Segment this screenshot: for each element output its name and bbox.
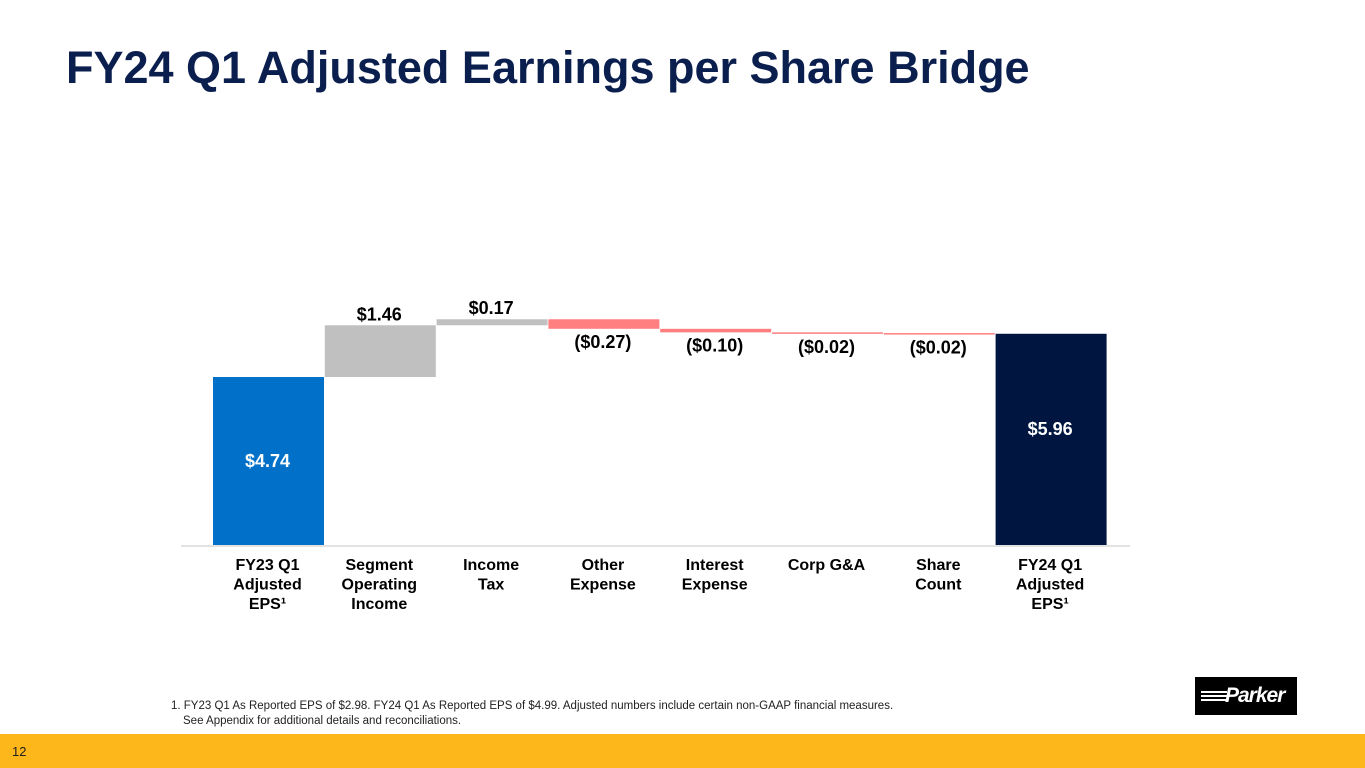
slide-title: FY24 Q1 Adjusted Earnings per Share Brid… [66, 42, 1030, 93]
category-label-8-line-1: FY24 Q1 [1018, 557, 1082, 574]
data-label-3: $0.17 [469, 298, 514, 318]
footnote-line-2: See Appendix for additional details and … [183, 715, 462, 727]
category-label-7-line-1: Share [916, 557, 961, 574]
category-label-5-line-2: Expense [682, 577, 748, 594]
category-label-7-line-2: Count [915, 577, 962, 594]
footnote-line-1: 1. FY23 Q1 As Reported EPS of $2.98. FY2… [171, 700, 894, 712]
bar-1 [213, 377, 324, 545]
data-label-7: ($0.02) [910, 338, 967, 358]
bar-5 [660, 328, 772, 333]
bar-8 [995, 333, 1107, 545]
category-label-2-line-2: Operating [342, 577, 418, 594]
category-label-8-line-2: Adjusted [1016, 577, 1084, 594]
category-label-8-line-3: EPS¹ [1031, 596, 1068, 613]
category-label-4-line-1: Other [582, 557, 625, 574]
category-label-1-line-3: EPS¹ [249, 596, 286, 613]
parker-logo: Parker [1195, 677, 1297, 715]
bar-7 [883, 333, 995, 335]
bar-4 [548, 319, 660, 329]
footnote: 1. FY23 Q1 As Reported EPS of $2.98. FY2… [171, 699, 893, 729]
logo-wordmark: Parker [1225, 684, 1285, 707]
data-label-2: $1.46 [357, 304, 402, 324]
eps-bridge-chart: $4.74 FY23 Q1 Adjusted EPS¹ $1.46 Segment Oper… [181, 298, 1130, 613]
data-label-6: ($0.02) [798, 337, 855, 357]
data-label-5: ($0.10) [686, 335, 743, 355]
category-label-5-line-1: Interest [686, 557, 744, 574]
bar-3 [436, 319, 548, 326]
data-label-1: $4.74 [245, 451, 290, 471]
page-number: 12 [12, 744, 27, 759]
bar-2 [324, 325, 436, 378]
category-label-3-line-1: Income [463, 557, 519, 574]
category-label-4-line-2: Expense [570, 577, 636, 594]
category-label-2-line-1: Segment [346, 557, 414, 574]
bar-6 [772, 332, 883, 334]
category-label-3-line-2: Tax [478, 577, 504, 594]
footer-bar: 12 [0, 734, 1365, 768]
data-label-8: $5.96 [1028, 419, 1073, 439]
category-label-2-line-3: Income [351, 596, 407, 613]
category-label-1-line-2: Adjusted [233, 577, 301, 594]
logo-speed-lines-icon [1201, 691, 1227, 701]
category-label-6-line-1: Corp G&A [788, 557, 866, 574]
category-label-1-line-1: FY23 Q1 [235, 557, 299, 574]
data-label-4: ($0.27) [574, 332, 631, 352]
